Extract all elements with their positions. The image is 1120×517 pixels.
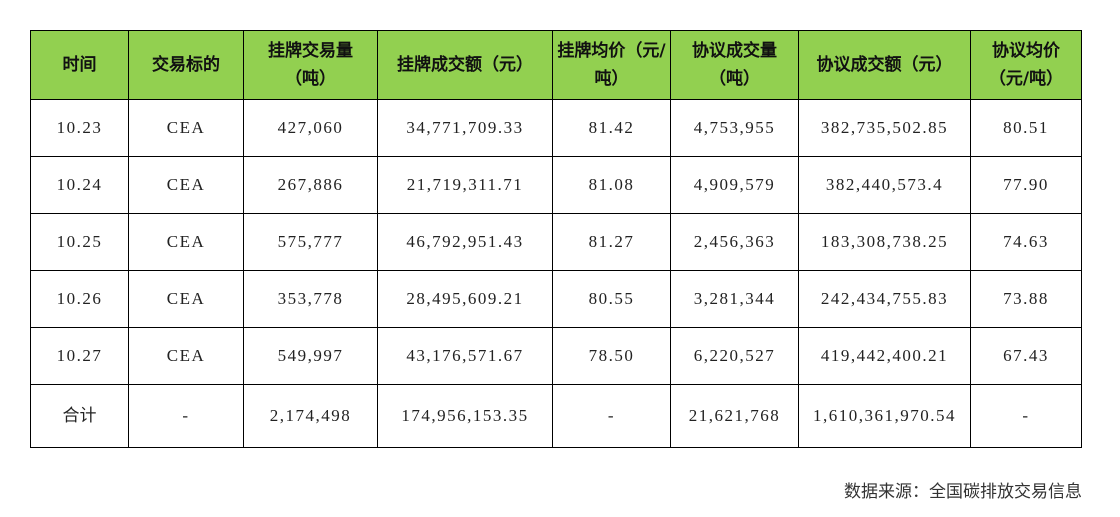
table-cell: 353,778 [243, 270, 378, 328]
header-cell: 协议成交额（元） [798, 30, 971, 100]
table-body: 10.23 CEA 427,060 34,771,709.33 81.42 4,753,9… [30, 99, 1082, 448]
table-cell: 10.25 [30, 213, 129, 271]
table-cell: 267,886 [243, 156, 378, 214]
table-cell: CEA [128, 99, 244, 157]
table-cell: 3,281,344 [670, 270, 799, 328]
table-cell: 77.90 [970, 156, 1082, 214]
table-row: 10.27 CEA 549,997 43,176,571.67 78.50 6,220,5… [30, 327, 1082, 385]
source-note: 数据来源：全国碳排放交易信息 [844, 482, 1082, 502]
table-cell: 80.55 [552, 270, 671, 328]
table-cell: 242,434,755.83 [798, 270, 971, 328]
header-cell: 协议均价（元/吨） [970, 30, 1082, 100]
header-cell: 挂牌交易量（吨） [243, 30, 378, 100]
table-cell: - [552, 384, 671, 448]
table-cell: 46,792,951.43 [377, 213, 553, 271]
table-cell: 21,719,311.71 [377, 156, 553, 214]
table-cell: 10.24 [30, 156, 129, 214]
table-cell: 549,997 [243, 327, 378, 385]
table-cell: 10.27 [30, 327, 129, 385]
header-cell: 协议成交量（吨） [670, 30, 799, 100]
header-cell: 挂牌均价（元/吨） [552, 30, 671, 100]
header-cell: 交易标的 [128, 30, 244, 100]
table-cell: 382,440,573.4 [798, 156, 971, 214]
table-cell: 43,176,571.67 [377, 327, 553, 385]
table-row: 合计 -2,174,498 174,956,153.35-21,621,768 1,6… [30, 384, 1082, 448]
table-cell: 10.26 [30, 270, 129, 328]
table-cell: 81.27 [552, 213, 671, 271]
table-cell: 174,956,153.35 [377, 384, 553, 448]
table-cell: CEA [128, 213, 244, 271]
table-row: 10.26 CEA 353,778 28,495,609.21 80.55 3,281,3… [30, 270, 1082, 328]
table-row: 10.25 CEA 575,777 46,792,951.43 81.27 2,456,3… [30, 213, 1082, 271]
table-cell: 2,174,498 [243, 384, 378, 448]
table-cell: 28,495,609.21 [377, 270, 553, 328]
table-cell: 34,771,709.33 [377, 99, 553, 157]
table-cell: CEA [128, 270, 244, 328]
table-cell: CEA [128, 156, 244, 214]
table-row: 10.23 CEA 427,060 34,771,709.33 81.42 4,753,9… [30, 99, 1082, 157]
table-cell: - [128, 384, 244, 448]
table-cell: 4,753,955 [670, 99, 799, 157]
header-row: 时间 交易标的 挂牌交易量（吨） 挂牌成交额（元） 挂牌均价（元/吨） 协议成交量（吨）协… [30, 30, 1082, 100]
table-cell: 2,456,363 [670, 213, 799, 271]
table-cell: 427,060 [243, 99, 378, 157]
header-cell: 挂牌成交额（元） [377, 30, 553, 100]
table-cell: CEA [128, 327, 244, 385]
data-table: 时间 交易标的 挂牌交易量（吨） 挂牌成交额（元） 挂牌均价（元/吨） 协议成交量（吨）协… [30, 30, 1082, 448]
table-cell: 10.23 [30, 99, 129, 157]
table-cell: 183,308,738.25 [798, 213, 971, 271]
table-cell: 81.08 [552, 156, 671, 214]
table-cell: 80.51 [970, 99, 1082, 157]
table-cell: - [970, 384, 1082, 448]
table-cell: 1,610,361,970.54 [798, 384, 971, 448]
table-cell: 73.88 [970, 270, 1082, 328]
table-cell: 78.50 [552, 327, 671, 385]
table-cell: 81.42 [552, 99, 671, 157]
table-cell: 67.43 [970, 327, 1082, 385]
table-cell: 419,442,400.21 [798, 327, 971, 385]
table-cell: 74.63 [970, 213, 1082, 271]
table-cell: 575,777 [243, 213, 378, 271]
table-cell: 4,909,579 [670, 156, 799, 214]
table-cell: 382,735,502.85 [798, 99, 971, 157]
header-cell: 时间 [30, 30, 129, 100]
table-cell: 6,220,527 [670, 327, 799, 385]
table-row: 10.24 CEA 267,886 21,719,311.71 81.08 4,909,5… [30, 156, 1082, 214]
table-cell: 21,621,768 [670, 384, 799, 448]
table-cell: 合计 [30, 384, 129, 448]
